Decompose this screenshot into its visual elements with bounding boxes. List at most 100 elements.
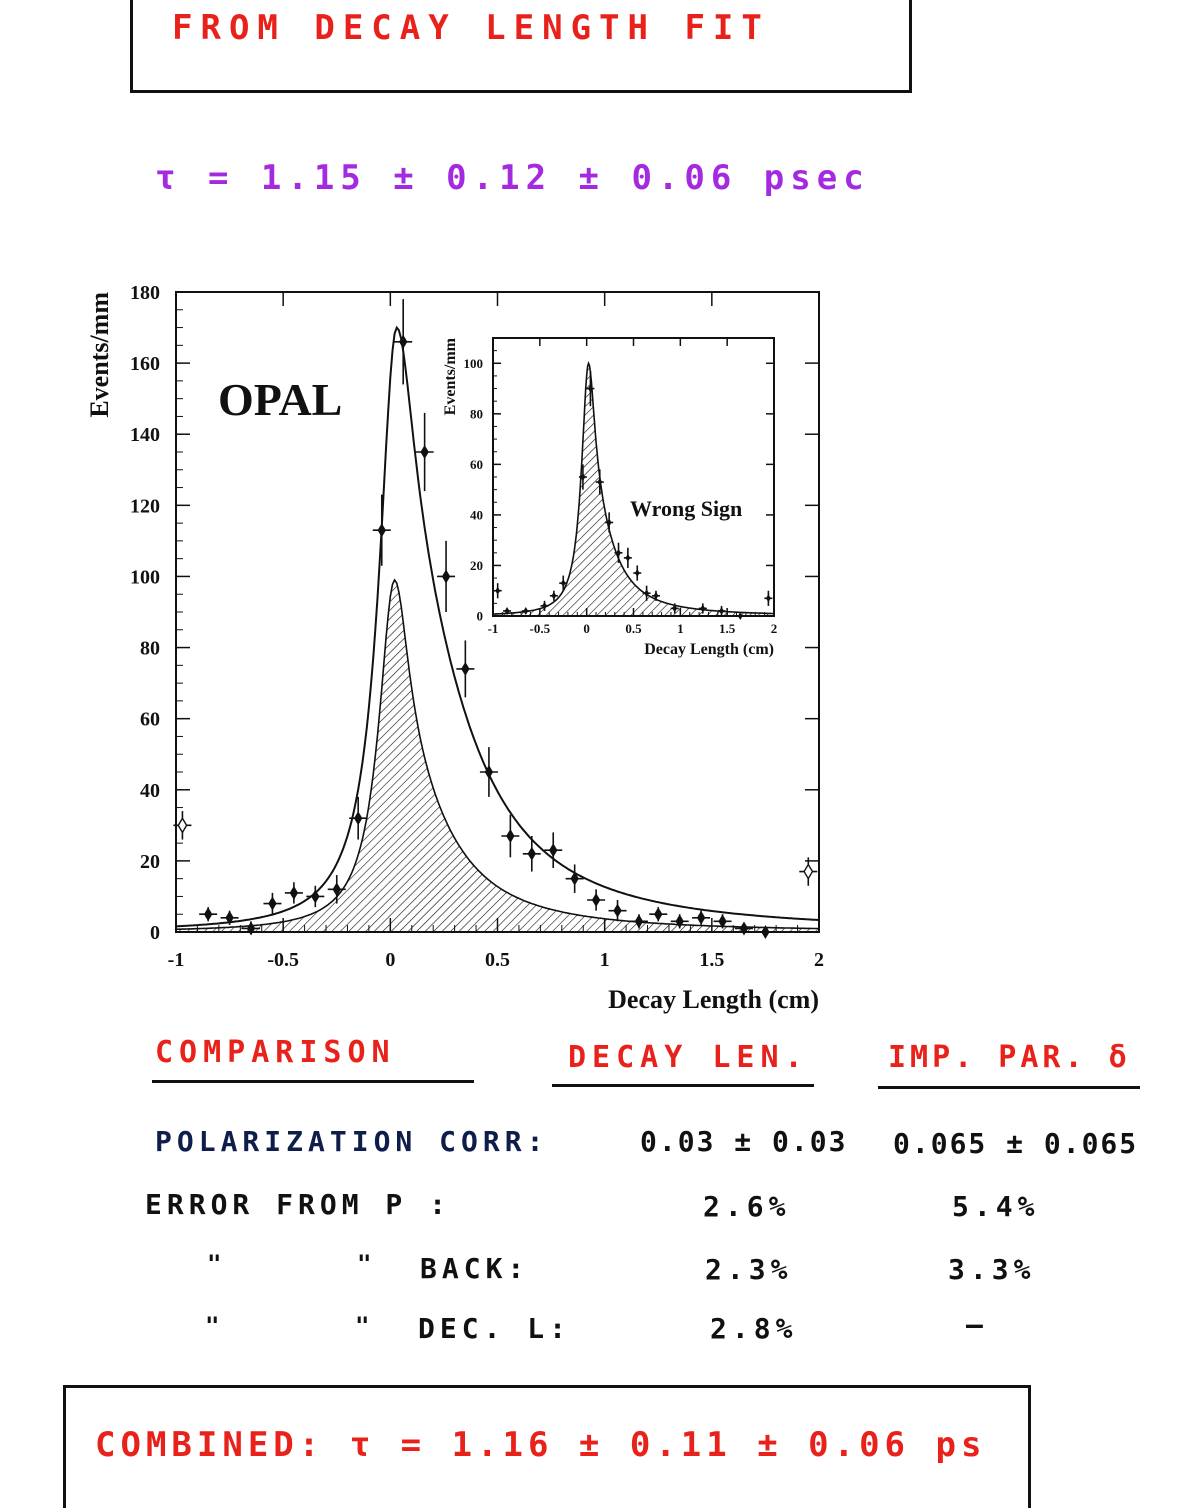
point-marker: [761, 925, 770, 939]
point-marker: [461, 661, 470, 676]
point-marker: [616, 548, 621, 557]
x-tick-label: 2: [814, 949, 824, 971]
y-tick-label: 180: [130, 282, 160, 304]
imp-par-header: IMP. PAR. δ: [888, 1040, 1131, 1075]
decay-len-underline: [552, 1084, 814, 1087]
x-tick-label: 2: [771, 621, 778, 636]
data-point: [595, 469, 604, 495]
data-point: [372, 494, 391, 566]
point-marker: [588, 384, 593, 393]
data-point: [608, 900, 627, 922]
point-marker: [225, 910, 234, 925]
data-point: [692, 910, 711, 925]
row-label: POLARIZATION CORR:: [155, 1125, 549, 1158]
row-decay-value: 2.6%: [703, 1190, 791, 1223]
point-marker: [765, 594, 771, 603]
open-point-marker: [177, 816, 188, 834]
data-point: [479, 747, 498, 797]
data-point: [284, 882, 303, 904]
point-marker: [268, 896, 277, 911]
data-point: [586, 370, 595, 407]
data-point: [642, 585, 651, 601]
decay-len-header: DECAY LEN.: [568, 1040, 809, 1075]
point-marker: [653, 591, 659, 600]
point-marker: [700, 604, 706, 613]
background-hatched-area: [176, 578, 819, 932]
point-marker: [377, 523, 386, 538]
x-tick-label: -0.5: [530, 621, 551, 636]
data-point: [394, 299, 413, 385]
y-axis-label: Events/mm: [85, 292, 114, 418]
y-tick-label: 100: [130, 566, 160, 588]
data-point: [713, 914, 732, 929]
data-point: [349, 796, 368, 840]
point-marker: [580, 473, 586, 481]
y-tick-label: 0: [477, 609, 484, 624]
point-marker: [591, 893, 601, 907]
overflow-point: [799, 857, 818, 886]
chart-label-opal: OPAL: [218, 374, 342, 425]
point-marker: [625, 553, 631, 562]
x-tick-label: -1: [168, 949, 185, 971]
data-point: [544, 832, 563, 868]
y-tick-label: 140: [130, 424, 160, 446]
data-point: [199, 907, 218, 922]
overflow-point: [173, 811, 192, 840]
data-point: [670, 914, 689, 929]
point-marker: [420, 445, 429, 459]
x-tick-label: -1: [488, 621, 499, 636]
open-point-marker: [803, 863, 814, 880]
data-point: [605, 512, 614, 533]
data-point: [587, 889, 606, 911]
y-tick-label: 160: [130, 353, 160, 375]
row-decay-value: 2.3%: [705, 1253, 793, 1286]
point-marker: [696, 910, 706, 925]
point-marker: [634, 569, 640, 578]
data-point: [540, 600, 549, 611]
data-point: [220, 910, 239, 925]
point-marker: [246, 921, 256, 936]
data-point: [501, 814, 520, 858]
point-marker: [203, 907, 213, 922]
point-marker: [654, 907, 663, 922]
point-marker: [613, 903, 622, 918]
point-marker: [719, 606, 724, 615]
point-marker: [549, 843, 558, 858]
y-tick-label: 60: [140, 709, 160, 731]
x-axis-label: Decay Length (cm): [644, 641, 774, 658]
row-label: DEC. L:: [418, 1312, 572, 1345]
title-box: [130, 0, 912, 93]
combined-box: [63, 1385, 1031, 1508]
y-tick-label: 80: [140, 638, 160, 660]
ditto-mark: ": [205, 1312, 220, 1340]
data-point: [521, 606, 530, 615]
data-point: [651, 590, 660, 601]
row-label: ERROR FROM P :: [145, 1188, 452, 1221]
combined-result: COMBINED: τ = 1.16 ± 0.11 ± 0.06 ps: [95, 1425, 987, 1465]
y-tick-label: 40: [140, 780, 160, 802]
data-point: [415, 412, 434, 492]
x-axis-label: Decay Length (cm): [608, 985, 819, 1014]
data-point: [578, 464, 587, 490]
data-point: [633, 565, 642, 581]
x-tick-label: 1: [600, 949, 610, 971]
point-marker: [606, 518, 612, 527]
point-marker: [332, 882, 341, 897]
point-marker: [398, 334, 408, 349]
data-point: [437, 540, 456, 612]
row-decay-value: 2.8%: [710, 1312, 798, 1345]
point-marker: [551, 591, 557, 600]
inset-label-wrong-sign: Wrong Sign: [630, 496, 742, 521]
data-point: [614, 542, 623, 563]
point-marker: [506, 829, 515, 843]
point-marker: [504, 606, 510, 615]
y-tick-label: 80: [470, 406, 483, 421]
lifetime-result: τ = 1.15 ± 0.12 ± 0.06 psec: [155, 158, 870, 198]
y-tick-label: 20: [470, 558, 483, 573]
data-point: [764, 590, 773, 606]
data-point: [493, 583, 502, 599]
x-tick-label: 0: [583, 621, 590, 636]
data-point: [736, 612, 745, 620]
data-point: [629, 914, 648, 929]
data-point: [522, 836, 541, 872]
